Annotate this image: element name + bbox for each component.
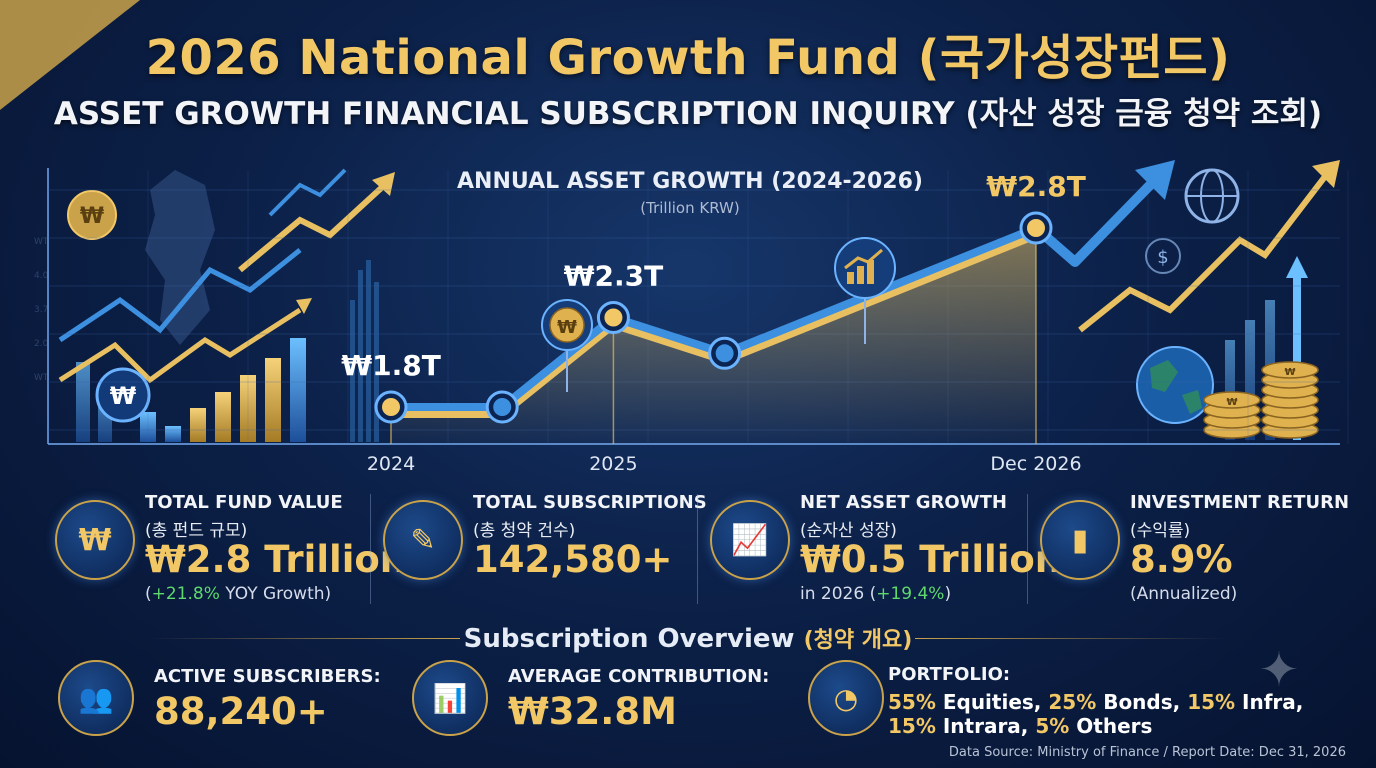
data-point xyxy=(604,308,623,327)
decorative-left-graphic: WT 4.0 3.7 2.0 WT ₩ ₩ xyxy=(34,168,395,442)
x-tick-label: 2024 xyxy=(367,453,415,475)
marker-layer: ₩1.8T ₩2.3T ₩2.8T xyxy=(341,170,1086,444)
svg-text:₩: ₩ xyxy=(557,317,577,338)
growth-chart-icon: 📊 xyxy=(412,660,488,736)
stat-label-kr: (총 펀드 규모) xyxy=(145,521,248,541)
stat-label: INVESTMENT RETURN xyxy=(1130,492,1350,513)
decorative-right-graphic: $ ₩ ₩ xyxy=(1078,160,1340,440)
stat-divider xyxy=(1027,494,1028,604)
svg-text:₩: ₩ xyxy=(1284,367,1295,378)
coin-callout-icon: ₩ xyxy=(541,299,593,392)
stat-note: (+21.8% YOY Growth) xyxy=(145,584,332,604)
stat-label: TOTAL SUBSCRIPTIONS xyxy=(473,492,707,513)
stat-note: in 2026 (+19.4%) xyxy=(800,584,952,604)
data-point xyxy=(715,344,734,363)
asset-growth-chart: WT 4.0 3.7 2.0 WT ₩ ₩ $ xyxy=(34,160,1349,475)
svg-text:₩: ₩ xyxy=(110,382,137,410)
svg-text:WT: WT xyxy=(34,237,49,247)
overview-line-left xyxy=(150,638,460,639)
stat-label-kr: (총 청약 건수) xyxy=(473,521,576,541)
users-icon: 👥 xyxy=(58,660,134,736)
trend-arrow-line xyxy=(1032,176,1159,267)
stat-value: 8.9% xyxy=(1130,538,1233,581)
document-pen-icon: ✎ xyxy=(383,500,463,580)
x-tick-label: 2025 xyxy=(589,453,637,475)
growth-callout-icon xyxy=(834,237,896,344)
data-label: ₩2.8T xyxy=(986,170,1086,203)
overview-value: 88,240+ xyxy=(154,690,328,733)
money-bag-icon: ₩ xyxy=(55,500,135,580)
svg-text:₩: ₩ xyxy=(80,204,104,229)
pie-chart-icon: ◔ xyxy=(808,660,884,736)
stat-note: (Annualized) xyxy=(1130,584,1238,604)
portfolio-line-2: 15% Intrara, 5% Others xyxy=(888,714,1153,738)
stat-label: TOTAL FUND VALUE xyxy=(145,492,343,513)
portfolio-line-1: 55% Equities, 25% Bonds, 15% Infra, xyxy=(888,690,1304,714)
chart-unit: (Trillion KRW) xyxy=(640,199,739,217)
svg-text:3.7: 3.7 xyxy=(34,305,48,315)
stat-value: 142,580+ xyxy=(473,538,673,581)
overview-value: ₩32.8M xyxy=(508,690,677,733)
bar-chart-icon: ▮ xyxy=(1040,500,1120,580)
stat-divider xyxy=(697,494,698,604)
data-point xyxy=(382,398,400,416)
stat-value: ₩2.8 Trillion xyxy=(145,538,407,581)
stat-divider xyxy=(370,494,371,604)
stat-label: NET ASSET GROWTH xyxy=(800,492,1007,513)
page-subtitle: ASSET GROWTH FINANCIAL SUBSCRIPTION INQU… xyxy=(53,96,1323,132)
stat-label-kr: (수익률) xyxy=(1130,521,1191,541)
data-point xyxy=(1027,219,1045,237)
growth-chart-icon: 📈 xyxy=(710,500,790,580)
data-label: ₩1.8T xyxy=(341,349,441,382)
data-label: ₩2.3T xyxy=(564,260,664,293)
svg-text:2.0: 2.0 xyxy=(34,339,49,349)
chart-title: ANNUAL ASSET GROWTH (2024-2026) xyxy=(457,169,923,194)
data-source: Data Source: Ministry of Finance / Repor… xyxy=(948,745,1346,760)
data-point xyxy=(493,398,512,416)
overview-label: AVERAGE CONTRIBUTION: xyxy=(508,666,770,687)
portfolio-breakdown: 55% Equities, 25% Bonds, 15% Infra, 15% … xyxy=(888,690,1303,738)
trend-arrow-head xyxy=(1135,160,1175,200)
x-tick-label: Dec 2026 xyxy=(990,453,1081,475)
svg-text:$: $ xyxy=(1157,247,1168,268)
corner-ribbon xyxy=(0,0,140,110)
stat-label-kr: (순자산 성장) xyxy=(800,521,897,541)
svg-text:WT: WT xyxy=(34,373,49,383)
overview-label: PORTFOLIO: xyxy=(888,664,1011,685)
x-tick-labels: 2024 2025 Dec 2026 xyxy=(367,453,1082,475)
svg-text:4.0: 4.0 xyxy=(34,271,49,281)
overview-title: Subscription Overview (청약 개요) xyxy=(463,624,913,654)
sparkle-icon: ✦ xyxy=(1258,642,1300,698)
overview-label: ACTIVE SUBSCRIBERS: xyxy=(154,666,381,687)
series-area xyxy=(391,228,1036,444)
page-title: 2026 National Growth Fund (국가성장펀드) xyxy=(145,30,1231,86)
stat-value: ₩0.5 Trillion xyxy=(800,538,1062,581)
svg-text:₩: ₩ xyxy=(1226,397,1237,408)
